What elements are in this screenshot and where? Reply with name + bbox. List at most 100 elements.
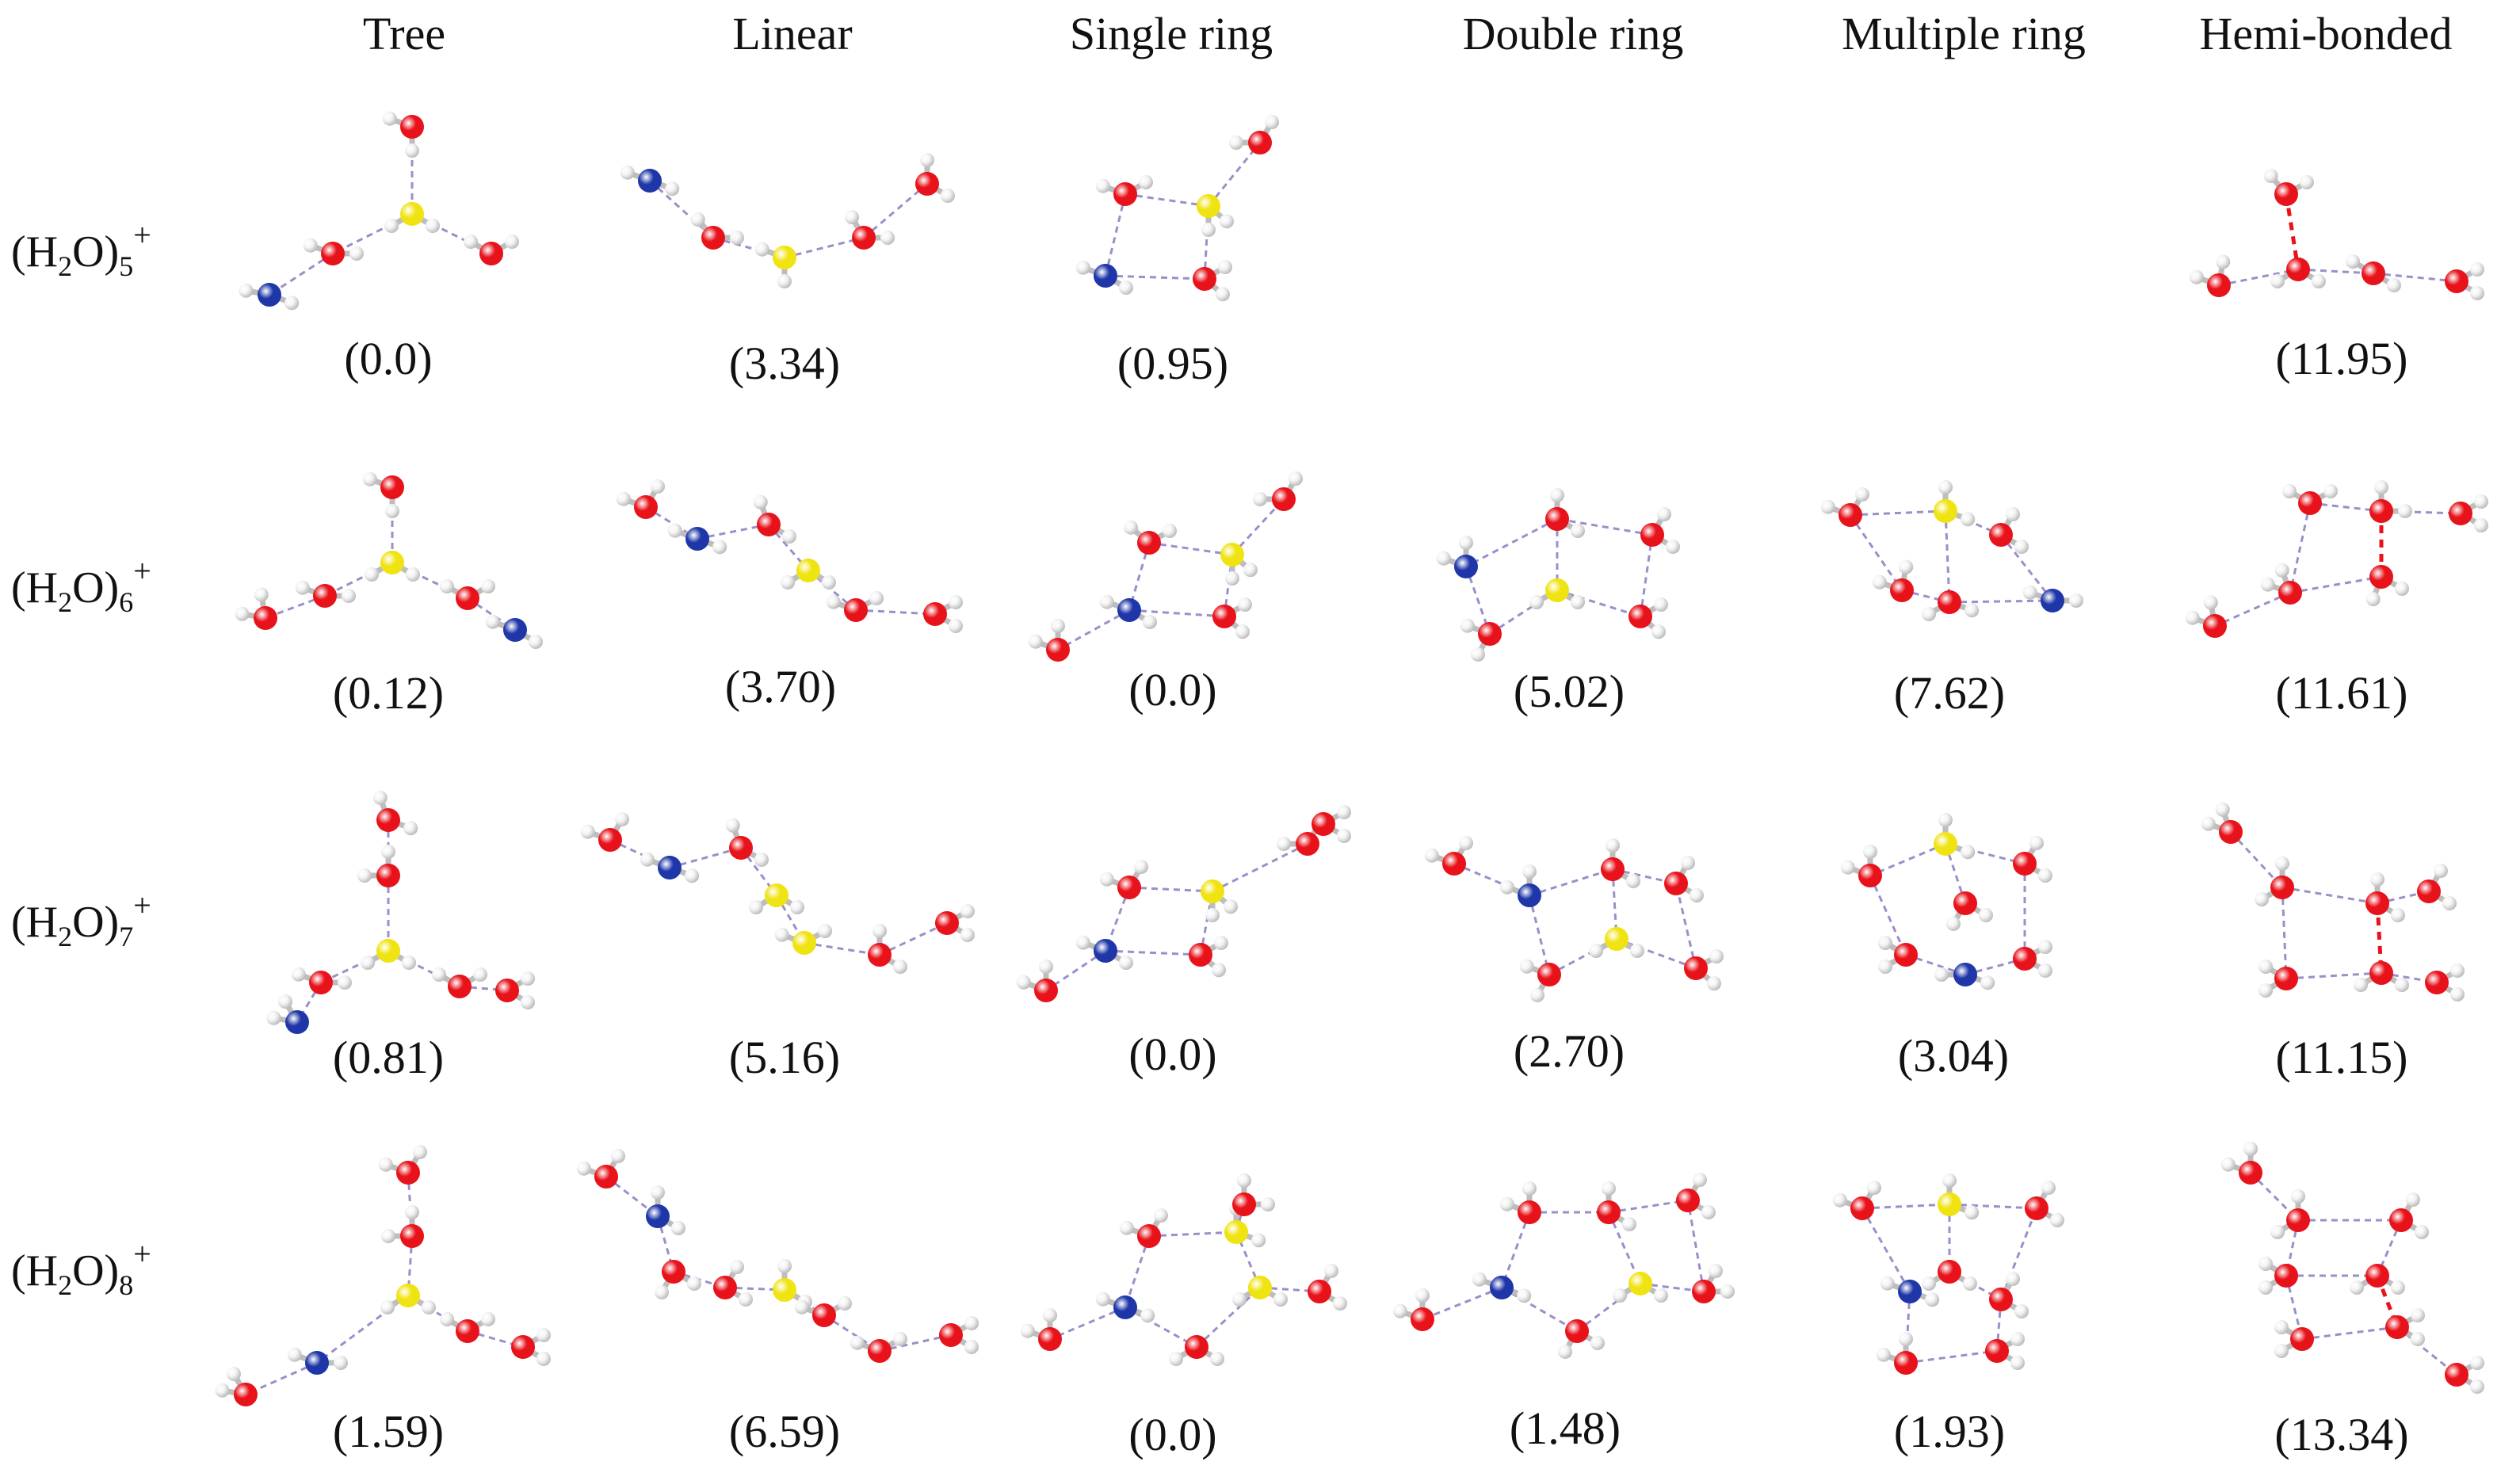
hydrogen-atom — [1899, 559, 1914, 574]
hydrogen-atom — [1324, 1264, 1338, 1279]
hydrogen-atom — [1095, 1292, 1110, 1307]
hydrogen-atom — [2014, 540, 2029, 554]
hydronium-oxygen-atom — [396, 1284, 420, 1307]
hydrogen-atom — [425, 219, 440, 233]
hydrogen-atom — [2189, 269, 2204, 284]
hydrogen-atom — [1336, 805, 1351, 819]
hydrogen-atom — [1229, 135, 1243, 150]
hydrogen-atom — [1832, 1192, 1847, 1208]
hydrogen-atom — [2010, 1356, 2025, 1370]
hydrogen-atom — [611, 1149, 625, 1164]
hydrogen-bond — [2214, 591, 2291, 628]
hydrogen-atom — [1820, 499, 1835, 514]
oxygen-atom — [309, 971, 333, 994]
hydrogen-bond — [2281, 887, 2288, 979]
oxygen-atom — [729, 836, 753, 860]
hydrogen-bond — [879, 921, 948, 956]
oxygen-atom — [939, 1323, 963, 1347]
hydrogen-atom — [1590, 1336, 1605, 1350]
energy-label: (1.48) — [1509, 1402, 1621, 1454]
hydrogen-atom — [730, 231, 744, 245]
hydrogen-atom — [1392, 1303, 1407, 1318]
hydrogen-bond — [1556, 589, 1641, 618]
hydrogen-atom — [2390, 1280, 2405, 1295]
oxygen-atom — [400, 1224, 424, 1248]
oxygen-atom — [1850, 1196, 1874, 1220]
hydrogen-atom — [2311, 274, 2326, 288]
hydrogen-atom — [2469, 1356, 2484, 1370]
hydrogen-atom — [1119, 1220, 1134, 1235]
hydrogen-atom — [405, 567, 420, 582]
hydronium-oxygen-atom — [796, 559, 820, 582]
oxygen-atom — [844, 598, 868, 622]
energy-label: (0.0) — [1128, 1409, 1217, 1460]
hydrogen-atom — [1964, 1205, 1980, 1220]
oxygen-atom — [1684, 956, 1708, 980]
hydrogen-atom — [464, 235, 479, 249]
hydronium-oxygen-atom — [1938, 1192, 1961, 1216]
hydrogen-bond — [1104, 193, 1127, 277]
hydrogen-bond — [1124, 193, 1209, 208]
oxygen-atom — [1411, 1307, 1434, 1331]
oxygen-atom — [757, 513, 781, 536]
oxygen-atom — [2365, 891, 2389, 915]
hydrogen-atom — [2469, 286, 2484, 300]
hydrogen-atom — [2442, 896, 2457, 910]
energy-label: (11.61) — [2275, 667, 2408, 719]
hydrogen-atom — [749, 900, 764, 914]
hydrogen-atom — [1205, 908, 1220, 922]
oxygen-atom — [321, 242, 345, 265]
hydrogen-bond — [1639, 534, 1654, 617]
hydrogen-atom — [2346, 254, 2361, 269]
hydrogen-atom — [1099, 872, 1114, 887]
hydrogen-atom — [440, 1312, 455, 1326]
oxygen-atom — [2286, 258, 2310, 281]
hydrogen-atom — [754, 242, 769, 257]
hydrogen-bond — [1148, 1231, 1237, 1238]
hydrogen-atom — [2365, 592, 2381, 607]
hydrogen-atom — [1529, 595, 1544, 609]
hydrogen-atom — [1613, 1288, 1628, 1303]
hydrogen-atom — [817, 924, 832, 938]
oxygen-atom — [1565, 1319, 1589, 1343]
hydrogen-atom — [1016, 975, 1031, 990]
hydrogen-atom — [1701, 1205, 1716, 1219]
hydronium-oxygen-atom — [1248, 1276, 1272, 1299]
hydrogen-atom — [362, 471, 377, 486]
oxygen-atom — [2369, 961, 2393, 985]
hydrogen-atom — [2216, 254, 2231, 269]
energy-label: (0.81) — [332, 1032, 445, 1083]
hydrogen-atom — [1550, 488, 1564, 502]
radical-oxygen-atom — [305, 1351, 329, 1375]
hydrogen-atom — [2354, 978, 2369, 992]
hydrogen-atom — [1938, 813, 1953, 827]
hydrogen-atom — [405, 143, 419, 158]
hydrogen-atom — [1472, 1272, 1487, 1287]
hydrogen-atom — [2258, 983, 2274, 998]
hydronium-oxygen-atom — [773, 1278, 796, 1302]
oxygen-atom — [1664, 872, 1688, 895]
oxygen-atom — [1890, 578, 1914, 602]
oxygen-atom — [1478, 622, 1502, 646]
hydrogen-atom — [520, 971, 535, 986]
hydrogen-atom — [738, 1292, 753, 1307]
hydronium-oxygen-atom — [1605, 927, 1628, 951]
oxygen-atom — [868, 1339, 892, 1363]
hydrogen-bond — [1861, 1203, 1950, 1210]
hydrogen-atom — [826, 594, 841, 609]
radical-oxygen-atom — [1518, 883, 1541, 907]
hydrogen-atom — [667, 523, 682, 538]
hydrogen-bond — [269, 252, 334, 296]
radical-oxygen-atom — [285, 1010, 309, 1034]
energy-label: (0.12) — [332, 667, 445, 719]
oxygen-atom — [2362, 261, 2385, 285]
hydrogen-bond — [1128, 886, 1213, 893]
hydrogen-atom — [892, 960, 907, 974]
hydronium-oxygen-atom — [1220, 543, 1244, 567]
hydrogen-bond — [879, 1334, 952, 1353]
hydrogen-atom — [2390, 908, 2405, 922]
hydrogen-atom — [365, 567, 380, 582]
oxygen-atom — [2278, 581, 2302, 605]
hydrogen-bond — [2285, 971, 2382, 980]
hydrogen-atom — [405, 1205, 419, 1219]
